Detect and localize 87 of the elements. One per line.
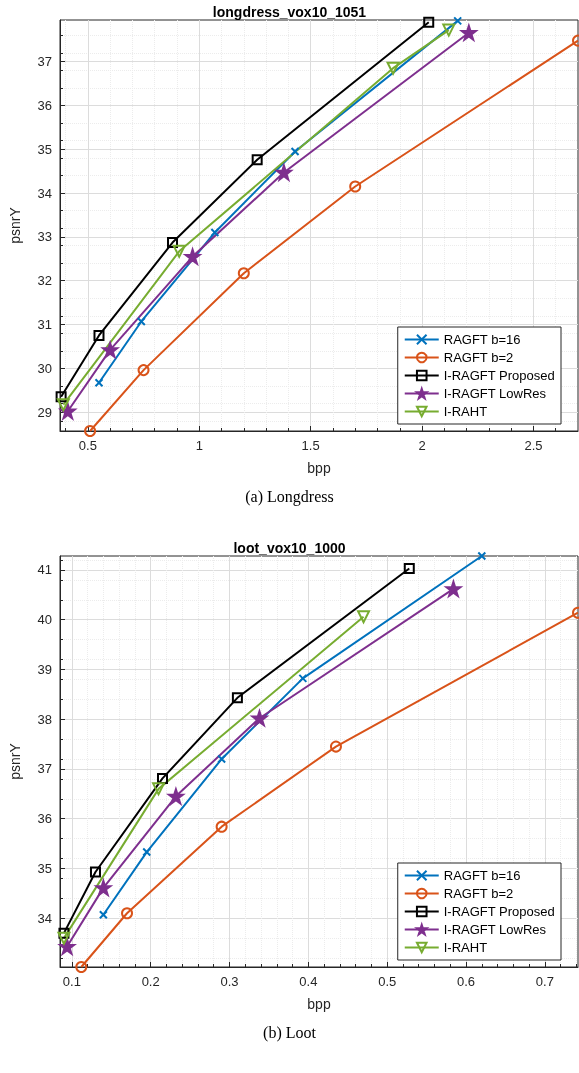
- point: [453, 16, 463, 26]
- x-tick-label: 0.5: [378, 974, 397, 989]
- point: [237, 267, 250, 280]
- y-axis-title: psnrY: [7, 206, 23, 244]
- point: [349, 180, 362, 193]
- x-tick-label: 0.2: [141, 974, 160, 989]
- text: (b) Loot: [263, 1023, 317, 1042]
- legend-label: RAGFT b=2: [443, 886, 514, 901]
- point: [210, 228, 220, 238]
- point: [403, 562, 415, 574]
- y-tick-label: 37: [37, 54, 52, 70]
- legend-label: I-RAHT: [443, 940, 488, 955]
- chart-title: longdress_vox10_1051: [212, 4, 367, 20]
- point: [152, 782, 166, 796]
- y-tick-label: 40: [37, 612, 52, 628]
- point: [298, 673, 308, 683]
- y-tick-label: 41: [37, 562, 52, 578]
- y-tick-label: 39: [37, 661, 52, 677]
- x-tick-label: 2.5: [524, 438, 543, 453]
- legend-label: I-RAGFT Proposed: [443, 904, 555, 919]
- point: [121, 907, 134, 920]
- point: [142, 847, 152, 857]
- y-tick-label: 35: [37, 860, 52, 876]
- x-tick-label: 0.3: [220, 974, 239, 989]
- legend-label: RAGFT b=16: [443, 868, 521, 883]
- x-tick-label: 0.5: [78, 438, 97, 453]
- x-axis-title: bpp: [307, 460, 331, 476]
- point: [251, 154, 263, 166]
- point: [167, 237, 179, 249]
- point: [459, 22, 479, 43]
- x-tick-label: 0.1: [62, 974, 81, 989]
- point: [249, 708, 270, 728]
- point: [136, 316, 146, 326]
- point: [89, 866, 101, 878]
- chart-title: loot_vox10_1000: [233, 540, 346, 556]
- point: [84, 425, 97, 437]
- x-tick-label: 2: [418, 438, 426, 453]
- y-tick-label: 38: [37, 711, 52, 727]
- point: [274, 162, 294, 183]
- y-tick-label: 33: [37, 229, 52, 245]
- point: [477, 551, 487, 561]
- legend-label: I-RAGFT Proposed: [443, 368, 555, 383]
- point: [94, 378, 104, 388]
- point: [215, 820, 228, 833]
- x-tick-label: 1.5: [301, 438, 320, 453]
- text: (a) Longdress: [245, 487, 334, 506]
- point: [290, 146, 300, 156]
- point: [386, 61, 400, 75]
- legend-label: I-RAHT: [443, 404, 488, 419]
- point: [231, 692, 243, 704]
- point: [357, 610, 371, 624]
- point: [93, 877, 113, 898]
- y-tick-label: 34: [37, 910, 52, 926]
- y-tick-label: 36: [37, 97, 52, 113]
- y-tick-label: 29: [37, 404, 52, 420]
- point: [442, 23, 456, 37]
- point: [172, 244, 186, 258]
- y-tick-label: 31: [37, 317, 52, 333]
- point: [182, 246, 203, 267]
- legend-label: RAGFT b=2: [443, 350, 514, 365]
- y-tick-label: 37: [37, 761, 52, 777]
- point: [157, 772, 168, 784]
- y-tick-label: 32: [37, 273, 52, 289]
- legend-label: I-RAGFT LowRes: [443, 922, 547, 937]
- legend-label: RAGFT b=16: [443, 332, 521, 347]
- point: [329, 740, 342, 753]
- y-tick-label: 35: [37, 141, 52, 157]
- point: [57, 931, 71, 945]
- point: [98, 910, 108, 920]
- x-axis-title: bpp: [307, 996, 331, 1012]
- y-axis-title: psnrY: [7, 742, 23, 780]
- point: [217, 754, 227, 764]
- y-tick-label: 30: [37, 360, 52, 376]
- point: [443, 578, 464, 599]
- point: [58, 927, 70, 939]
- x-tick-label: 0.6: [457, 974, 476, 989]
- point: [423, 16, 435, 28]
- point: [137, 364, 150, 377]
- x-tick-label: 1: [195, 438, 203, 453]
- legend-label: I-RAGFT LowRes: [443, 386, 547, 401]
- y-tick-label: 36: [37, 811, 52, 827]
- point: [55, 391, 67, 403]
- y-tick-label: 34: [37, 185, 52, 201]
- point: [75, 961, 88, 973]
- x-tick-label: 0.4: [299, 974, 318, 989]
- point: [93, 329, 105, 341]
- x-tick-label: 0.7: [535, 974, 554, 989]
